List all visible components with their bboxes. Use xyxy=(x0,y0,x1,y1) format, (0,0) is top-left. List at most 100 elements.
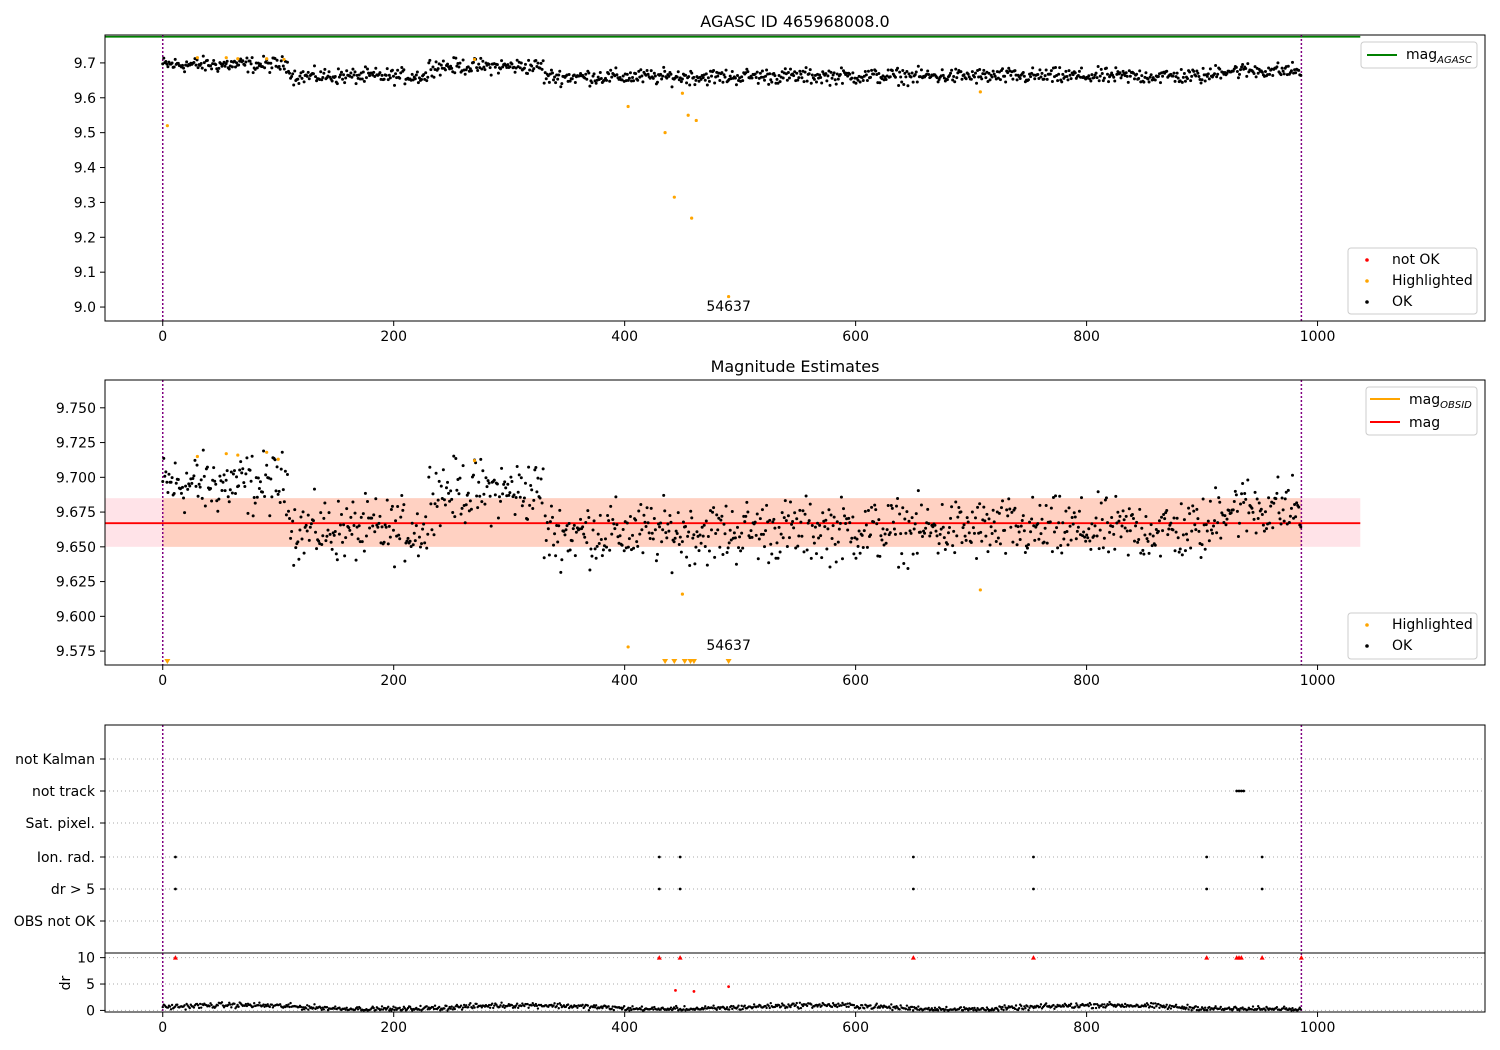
ok-point xyxy=(414,73,418,77)
ok-point xyxy=(685,555,689,559)
dr-point xyxy=(875,1002,878,1005)
ok-point xyxy=(170,476,174,480)
ok-point xyxy=(552,78,556,82)
dr-point xyxy=(711,1006,714,1010)
ok-point xyxy=(251,514,255,518)
ok-point xyxy=(719,518,723,522)
ok-point xyxy=(670,571,674,575)
ok-point xyxy=(230,491,234,495)
ok-point xyxy=(946,531,950,535)
ok-point xyxy=(653,528,657,532)
ok-point xyxy=(182,496,186,500)
dr-point xyxy=(1275,1005,1279,1009)
dr-point xyxy=(356,1008,360,1011)
ok-point xyxy=(634,518,638,522)
flag-point xyxy=(1242,789,1246,793)
ok-point xyxy=(263,494,267,498)
ok-point xyxy=(1278,517,1282,521)
ok-point xyxy=(1175,516,1179,520)
ok-point xyxy=(396,504,400,508)
ok-point xyxy=(694,545,698,549)
dr-point xyxy=(845,1005,848,1009)
ok-point xyxy=(285,60,289,64)
ok-point xyxy=(934,529,938,533)
dr-point xyxy=(1108,1000,1111,1004)
ok-point xyxy=(1260,70,1264,74)
ok-point xyxy=(1203,79,1207,83)
ok-point xyxy=(886,503,890,507)
ok-point xyxy=(775,77,779,81)
ok-point xyxy=(378,514,382,518)
ok-point xyxy=(1158,81,1162,85)
dr-point xyxy=(559,1003,563,1007)
dr-point xyxy=(479,1004,482,1007)
ok-point xyxy=(781,76,785,80)
ok-point xyxy=(992,520,996,524)
ok-point xyxy=(312,487,316,491)
dr-point xyxy=(168,1005,172,1008)
ok-point xyxy=(450,66,454,70)
ok-point xyxy=(244,60,248,64)
dr-point xyxy=(473,1006,476,1009)
ok-point xyxy=(288,517,292,521)
ok-point xyxy=(768,72,772,76)
ok-point xyxy=(382,77,386,81)
below-range-marker xyxy=(164,659,171,664)
ok-point xyxy=(570,539,574,543)
dr-point xyxy=(253,1002,256,1005)
ok-point xyxy=(357,73,361,77)
ok-point xyxy=(1138,507,1142,511)
dr-point xyxy=(1097,1006,1101,1009)
ok-point xyxy=(451,510,455,514)
ok-point xyxy=(783,67,787,71)
ok-point xyxy=(955,534,959,538)
ok-point xyxy=(1271,526,1275,530)
dr-point xyxy=(891,1008,894,1012)
ok-point xyxy=(916,489,920,493)
ok-point xyxy=(200,496,204,500)
ok-point xyxy=(281,488,285,492)
ok-point xyxy=(455,488,459,492)
dr-point xyxy=(502,1004,505,1007)
ok-point xyxy=(1016,525,1020,529)
ok-point xyxy=(416,554,420,558)
ok-point xyxy=(1141,548,1145,552)
dr-point xyxy=(795,1001,798,1005)
ok-point xyxy=(1163,517,1167,521)
ok-point xyxy=(1232,67,1236,71)
ok-point xyxy=(285,472,289,476)
dr-point xyxy=(1123,1002,1127,1006)
ok-point xyxy=(679,550,683,554)
dr-point xyxy=(777,1004,781,1007)
dr-point xyxy=(640,1005,644,1008)
dr-point xyxy=(1091,1006,1095,1010)
ok-point xyxy=(255,66,259,70)
ok-point xyxy=(1137,77,1141,81)
ok-point xyxy=(808,68,812,72)
ok-point xyxy=(467,509,471,513)
ok-point xyxy=(1257,501,1261,505)
ok-point xyxy=(596,532,600,536)
highlighted-point xyxy=(282,57,286,62)
ok-point xyxy=(327,511,331,515)
flag-row-label: dr > 5 xyxy=(51,882,95,898)
ok-point xyxy=(535,490,539,494)
below-range-marker xyxy=(690,659,697,664)
ok-point xyxy=(1023,550,1027,554)
ok-point xyxy=(390,68,394,72)
ok-point xyxy=(703,544,707,548)
ok-point xyxy=(645,69,649,73)
ok-point xyxy=(457,492,461,496)
dr-point xyxy=(1027,1008,1030,1012)
ok-point xyxy=(964,77,968,81)
ok-point xyxy=(591,528,595,532)
ok-point xyxy=(589,547,593,551)
ok-point xyxy=(750,76,754,80)
dr-point xyxy=(1069,1002,1073,1006)
ok-point xyxy=(1147,80,1151,84)
ok-point xyxy=(1216,521,1220,525)
dr-point xyxy=(1094,1006,1098,1010)
dr-point xyxy=(338,1006,341,1009)
dr-point xyxy=(881,1006,885,1009)
